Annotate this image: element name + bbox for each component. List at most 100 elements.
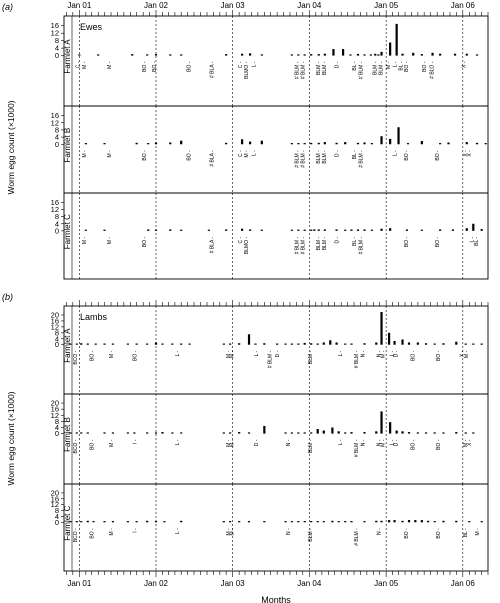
bar bbox=[229, 343, 232, 345]
annotation-label: D - bbox=[254, 439, 260, 446]
bar bbox=[169, 229, 172, 231]
annotation-label: C - bbox=[75, 61, 81, 68]
bar bbox=[370, 229, 373, 231]
bar bbox=[344, 432, 347, 434]
y-tick-label: 4 bbox=[55, 44, 59, 53]
annotation-label: L - bbox=[389, 350, 395, 356]
bar bbox=[263, 343, 266, 345]
y-tick-label: 0 bbox=[55, 226, 59, 235]
annotation-label: # BLM - bbox=[354, 350, 360, 368]
bar bbox=[322, 430, 325, 434]
bar bbox=[86, 432, 89, 434]
bar bbox=[180, 432, 183, 434]
annotation-label: BL - bbox=[352, 150, 358, 159]
annotation-label: BLM - bbox=[308, 528, 314, 542]
bar bbox=[465, 228, 468, 231]
bar bbox=[310, 229, 313, 231]
y-tick-label: 12 bbox=[51, 29, 59, 38]
y-axis-label: Worm egg count (×1000) bbox=[6, 100, 16, 194]
annotation-label: BO - bbox=[142, 237, 148, 248]
annotation-label: N - bbox=[376, 439, 382, 446]
bar bbox=[154, 229, 158, 231]
y-tick-label: 16 bbox=[51, 405, 59, 414]
bar bbox=[433, 432, 436, 434]
bar bbox=[75, 432, 78, 434]
bar bbox=[344, 142, 347, 145]
bar bbox=[337, 521, 340, 523]
bar bbox=[465, 142, 468, 145]
y-tick-label: 8 bbox=[55, 36, 59, 45]
annotation-label: M - bbox=[82, 237, 88, 245]
y-tick-label: 12 bbox=[51, 500, 59, 509]
x-tick-label: Jan 06 bbox=[451, 1, 476, 10]
bar bbox=[323, 142, 326, 145]
bar bbox=[380, 228, 383, 231]
x-axis-label: Months bbox=[261, 595, 291, 603]
y-tick-label: 0 bbox=[55, 340, 59, 349]
annotation-label: BO - bbox=[436, 528, 442, 539]
y-tick-label: 8 bbox=[55, 328, 59, 337]
annotation-label: I - bbox=[133, 528, 139, 533]
bar bbox=[350, 229, 353, 231]
bar bbox=[472, 432, 475, 434]
annotation-label: BL - bbox=[352, 237, 358, 246]
annotation-label: N - bbox=[361, 350, 367, 357]
bar bbox=[188, 343, 191, 345]
annotation-label: N - bbox=[361, 439, 367, 446]
bar bbox=[260, 229, 263, 231]
bar bbox=[374, 53, 377, 56]
annotation-label: # BLM - bbox=[358, 150, 364, 168]
bar bbox=[86, 343, 89, 345]
y-tick-label: 0 bbox=[55, 429, 59, 438]
annotation-label: BO - bbox=[90, 528, 96, 539]
bar bbox=[161, 432, 164, 434]
y-tick-label: 8 bbox=[55, 125, 59, 134]
facet-frame bbox=[63, 105, 489, 194]
annotation-label: M - bbox=[82, 61, 88, 69]
annotation-label: N - bbox=[286, 528, 292, 535]
bar bbox=[247, 521, 251, 523]
bar bbox=[297, 343, 300, 345]
annotation-label: BO - bbox=[152, 61, 158, 72]
bar bbox=[284, 521, 287, 523]
annotation-label: L - bbox=[469, 237, 475, 243]
bar bbox=[401, 53, 404, 56]
bar bbox=[350, 432, 353, 434]
bar bbox=[135, 142, 138, 145]
annotation-label: BLM - bbox=[308, 350, 314, 364]
annotation-label: BO - bbox=[90, 439, 96, 450]
bar bbox=[75, 521, 78, 523]
x-tick-label: Jan 03 bbox=[221, 579, 246, 588]
annotation-label: # BLA - bbox=[209, 237, 215, 254]
bar bbox=[147, 143, 150, 145]
bar bbox=[363, 54, 366, 56]
bar bbox=[263, 425, 266, 434]
bar bbox=[290, 343, 293, 345]
x-tick-label: Jan 04 bbox=[297, 1, 322, 10]
annotation-label: BO - bbox=[404, 237, 410, 248]
annotation-label: BLM - bbox=[316, 237, 322, 251]
bar bbox=[254, 343, 257, 345]
bar bbox=[397, 127, 400, 145]
bar bbox=[222, 521, 225, 523]
annotation-label: BO - bbox=[436, 439, 442, 450]
annotation-label: M - bbox=[109, 439, 115, 447]
bar bbox=[356, 229, 360, 231]
y-tick-label: 20 bbox=[51, 399, 59, 408]
annotation-label: # BLM - bbox=[301, 61, 307, 79]
bar bbox=[335, 229, 338, 231]
bar bbox=[375, 342, 378, 345]
bar bbox=[180, 520, 183, 523]
bar bbox=[163, 521, 166, 523]
y-axis-label: Worm egg count (×1000) bbox=[6, 391, 16, 485]
bar bbox=[80, 343, 83, 345]
bar bbox=[329, 340, 332, 345]
bar bbox=[322, 521, 325, 523]
y-tick-label: 16 bbox=[51, 198, 59, 207]
annotation-label: D - bbox=[394, 439, 400, 446]
facet-label: Farmlet B bbox=[63, 417, 72, 452]
bar bbox=[303, 432, 306, 434]
inset-label: Ewes bbox=[80, 22, 103, 32]
